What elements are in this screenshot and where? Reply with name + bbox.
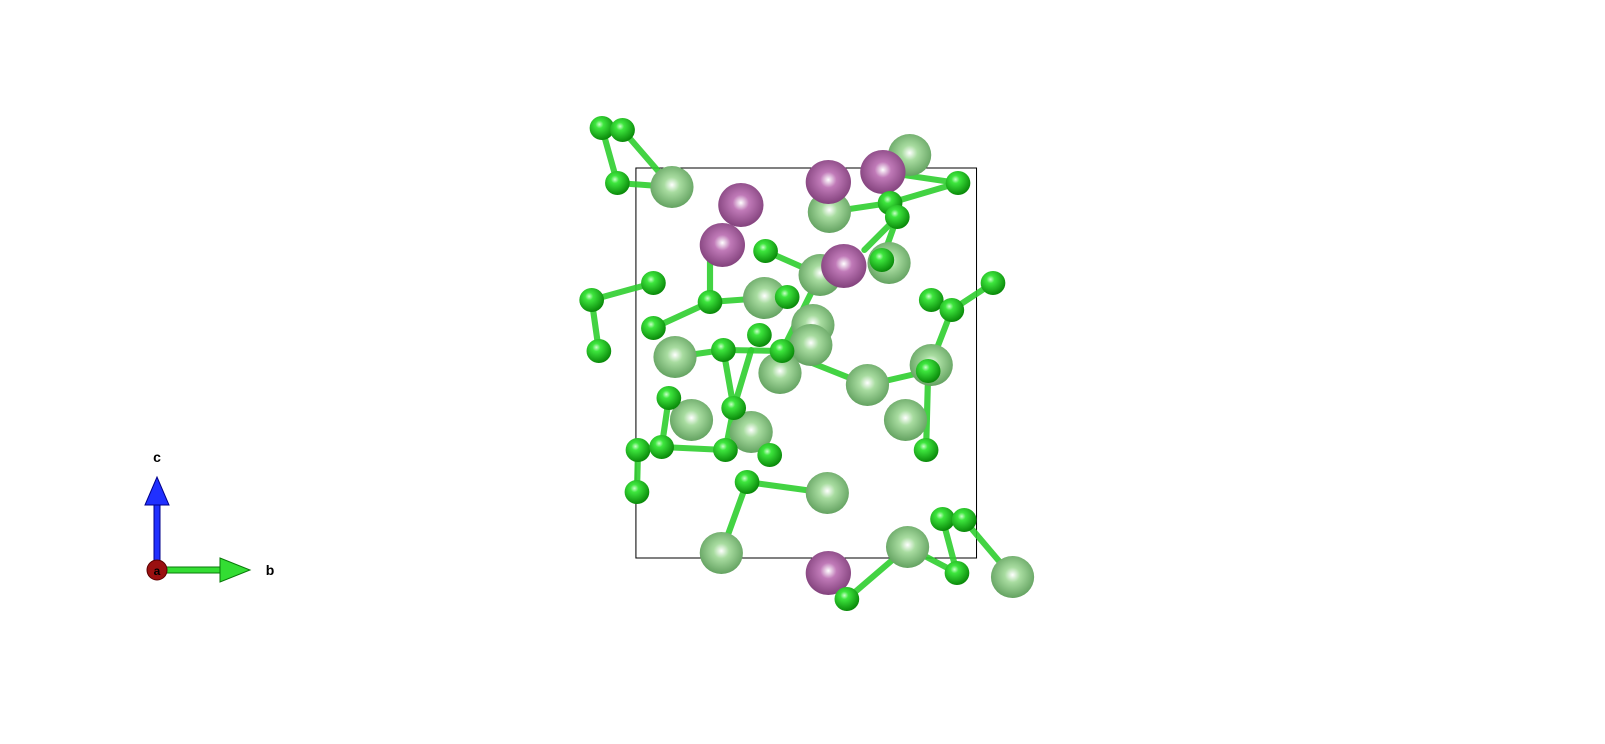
atom-large (805, 472, 849, 514)
atom-small (713, 438, 738, 462)
atom-purple (699, 223, 745, 267)
atom-purple (805, 551, 851, 595)
atom-small (915, 359, 941, 383)
atom-small (945, 171, 971, 195)
atom-small (913, 438, 939, 462)
atom-large (742, 277, 787, 319)
atom-large (789, 324, 833, 366)
atom-large (699, 532, 743, 574)
atom-small (939, 298, 965, 322)
atom-purple (860, 150, 906, 194)
atom-small (734, 470, 760, 494)
axis-indicator: c b a (144, 449, 275, 583)
b-axis-arrow (159, 566, 223, 574)
atom-small (641, 271, 666, 295)
atom-small (884, 205, 910, 229)
atom-small (980, 271, 1006, 295)
atom-small (641, 316, 666, 340)
atom-small (930, 507, 955, 531)
atom-small (747, 323, 772, 347)
atom-small (869, 248, 895, 272)
atom-small (834, 587, 860, 611)
atom-small (697, 290, 723, 314)
atom-large (650, 166, 694, 208)
a-axis-label: a (154, 564, 161, 578)
atom-small (610, 118, 635, 142)
atom-small (625, 438, 651, 462)
scene (579, 116, 1035, 611)
atom-large (653, 336, 697, 378)
atom-small (656, 386, 682, 410)
atom-small (649, 435, 674, 459)
atom-small (579, 288, 605, 312)
atom-purple (718, 183, 764, 227)
atom-purple (821, 244, 867, 288)
atom-small (944, 561, 970, 585)
atom-purple (805, 160, 851, 204)
atom-small (918, 288, 944, 312)
atom-large (883, 399, 928, 441)
atom-small (769, 339, 795, 363)
atom-small (757, 443, 783, 467)
atom-small (721, 396, 747, 420)
c-axis-head (144, 475, 170, 506)
atom-large (990, 556, 1035, 598)
c-axis-arrow (153, 499, 161, 569)
a-axis-dot (146, 559, 168, 581)
atom-small (774, 285, 800, 309)
atom-small (605, 171, 630, 195)
atoms (579, 116, 1035, 611)
atom-small (711, 338, 736, 362)
atom-small (586, 339, 612, 363)
unit-cell (635, 167, 978, 559)
atom-large (669, 399, 714, 441)
atom-large (885, 526, 930, 568)
b-axis-label: b (266, 562, 275, 578)
atom-small (624, 480, 650, 504)
atom-small (589, 116, 615, 140)
atom-small (753, 239, 778, 263)
atom-large (729, 411, 773, 453)
b-axis-head (219, 557, 252, 583)
atom-large (845, 364, 890, 406)
atom-small (951, 508, 977, 532)
atom-large (758, 352, 802, 394)
c-axis-label: c (153, 449, 161, 465)
